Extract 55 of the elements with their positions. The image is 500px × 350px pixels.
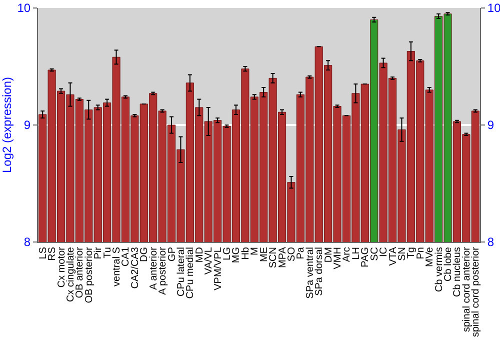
- x-tick-label: DM: [323, 247, 334, 263]
- x-tick-label: VPM/VPL: [212, 246, 224, 290]
- x-tick-label: Cb vermis: [434, 247, 445, 292]
- x-tick-label: MG: [231, 246, 242, 264]
- y2-tick-label: 9: [487, 118, 494, 132]
- x-tick-label: Arc: [342, 247, 353, 262]
- y-axis-title: Log2 (expression): [0, 76, 14, 174]
- x-tick-label: MPA: [277, 246, 288, 268]
- x-tick-label: OB anterior: [74, 246, 86, 298]
- x-tick-label: Hb: [240, 246, 252, 260]
- x-tick-label: RS: [47, 246, 58, 261]
- x-tick-label: SN: [396, 247, 408, 261]
- x-tick-label: ventral S: [112, 246, 123, 286]
- y-tick-label: 10: [17, 1, 31, 16]
- x-tick-label: Cb nucleus: [452, 247, 464, 298]
- x-tick-label: spinal cord posterior: [470, 246, 482, 338]
- x-tick-label: LS: [38, 246, 49, 260]
- x-tick-label: SPa ventral: [304, 247, 316, 299]
- x-tick-label: Tu: [102, 247, 114, 258]
- x-tick-label: LG: [222, 246, 234, 260]
- x-tick-label: Cx cingulate: [65, 246, 76, 302]
- x-tick-label: SCN: [268, 247, 280, 268]
- x-tick-label: A anterior: [148, 246, 160, 290]
- x-tick-label: M: [250, 247, 261, 256]
- x-tick-label: Pa: [296, 246, 307, 260]
- x-tick-label: GP: [166, 246, 178, 262]
- x-tick-label: Pir: [93, 246, 104, 260]
- x-tick-label: Cb lobe: [443, 246, 454, 282]
- x-tick-label: CPu lateral: [176, 247, 187, 296]
- x-tick-label: CPu medial: [185, 247, 196, 299]
- x-tick-label: IC: [378, 247, 390, 257]
- x-tick-label: LH: [350, 247, 362, 260]
- x-tick-label: A posterior: [158, 246, 169, 295]
- x-tick-label: SPa dorsal: [314, 247, 326, 296]
- y2-tick-label: 10: [487, 1, 500, 16]
- x-tick-label: Tg: [406, 247, 418, 259]
- y-tick-label: 8: [24, 235, 31, 250]
- x-tick-label: VTA: [388, 246, 399, 266]
- x-tick-label: CA1: [120, 246, 132, 266]
- x-tick-label: MVe: [424, 246, 436, 268]
- x-tick-label: Pn: [415, 247, 426, 260]
- x-tick-label: spinal cord anterior: [461, 246, 472, 332]
- x-tick-label: DG: [139, 246, 150, 262]
- x-tick-label: VA/VL: [204, 246, 215, 275]
- x-tick-label: PAG: [360, 246, 372, 268]
- x-tick-label: Cx motor: [56, 246, 68, 288]
- x-tick-label: CA2/CA3: [130, 246, 141, 289]
- x-tick-label: SO: [286, 246, 298, 262]
- y-tick-label: 9: [24, 118, 31, 132]
- x-tick-label: SC: [369, 247, 380, 261]
- x-tick-label: OB posterior: [84, 246, 95, 304]
- y2-tick-label: 8: [487, 235, 494, 250]
- x-tick-label: MD: [194, 247, 206, 263]
- x-tick-label: VMH: [332, 247, 344, 270]
- x-tick-label: ME: [258, 246, 270, 262]
